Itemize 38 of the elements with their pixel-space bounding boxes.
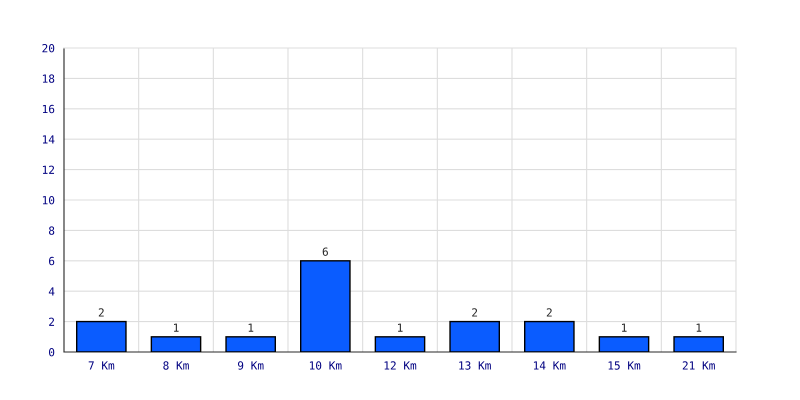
x-tick-label: 21 Km (682, 361, 715, 370)
data-label: 2 (546, 308, 552, 317)
data-label: 1 (174, 324, 179, 332)
y-tick-label: 12 (42, 166, 54, 174)
bar (598, 336, 650, 352)
bar (374, 336, 426, 352)
y-tick-label: 2 (49, 318, 54, 326)
x-tick-label: 10 Km (310, 361, 342, 370)
bar (225, 336, 276, 352)
data-label: 1 (622, 324, 627, 332)
data-label: 1 (398, 324, 403, 332)
x-tick-label: 12 Km (384, 361, 416, 370)
y-tick-label: 0 (49, 348, 54, 356)
y-tick-label: 8 (48, 226, 54, 235)
y-tick-label: 20 (42, 44, 54, 52)
bar (524, 320, 575, 352)
y-tick-label: 6 (49, 256, 54, 266)
data-label: 1 (696, 324, 702, 332)
x-tick-label: 8 Km (163, 361, 189, 370)
x-tick-label: 15 Km (608, 361, 640, 370)
x-tick-label: 14 Km (534, 361, 566, 370)
y-tick-label: 18 (42, 74, 54, 83)
y-tick-label: 4 (48, 287, 54, 296)
bar (76, 320, 127, 352)
bar (673, 336, 724, 352)
data-label: 2 (472, 308, 478, 317)
y-tick-label: 16 (42, 104, 54, 114)
bar (449, 320, 500, 352)
y-tick-label: 10 (42, 196, 54, 204)
x-tick-label: 7 Km (88, 361, 114, 370)
x-tick-label: 13 Km (459, 361, 491, 370)
data-label: 6 (322, 247, 328, 256)
data-label: 1 (248, 324, 254, 332)
y-tick-label: 14 (42, 135, 54, 144)
data-label: 2 (98, 308, 104, 317)
bar (150, 336, 202, 352)
bar (300, 260, 351, 352)
x-tick-label: 9 Km (238, 361, 264, 370)
